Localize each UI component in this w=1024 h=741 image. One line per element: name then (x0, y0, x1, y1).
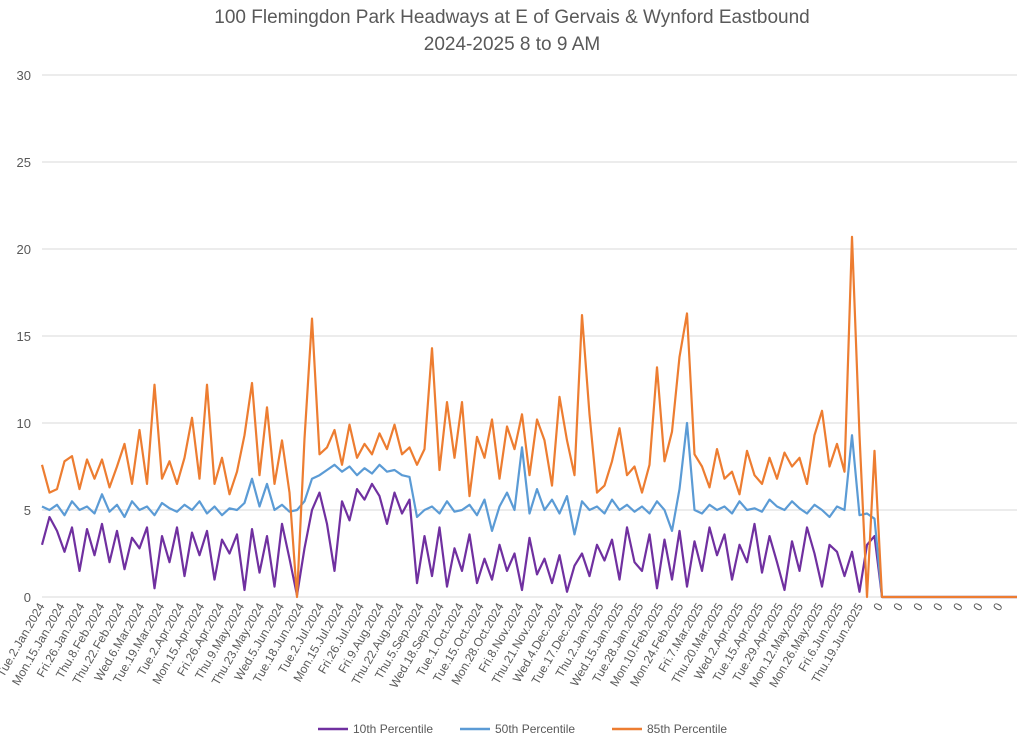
legend-label: 50th Percentile (495, 722, 575, 736)
legend-label: 10th Percentile (353, 722, 433, 736)
y-tick-label: 5 (24, 503, 31, 518)
y-tick-label: 10 (17, 416, 31, 431)
y-tick-label: 0 (24, 590, 31, 605)
x-tick-label: 0 (990, 600, 1006, 613)
x-tick-label: 0 (970, 600, 986, 613)
x-tick-label: 0 (950, 600, 966, 613)
legend-label: 85th Percentile (647, 722, 727, 736)
x-tick-label: 0 (870, 600, 886, 613)
series-line-1 (40, 482, 1017, 599)
x-tick-label: 0 (910, 600, 926, 613)
chart-title: 100 Flemingdon Park Headways at E of Ger… (214, 7, 810, 28)
series-line-3 (40, 235, 1017, 599)
y-tick-label: 15 (17, 329, 31, 344)
x-tick-label: 0 (930, 600, 946, 613)
x-tick-label: 0 (890, 600, 906, 613)
chart-subtitle: 2024-2025 8 to 9 AM (423, 34, 601, 55)
y-tick-label: 20 (17, 242, 31, 257)
y-tick-label: 30 (17, 68, 31, 83)
y-tick-label: 25 (17, 155, 31, 170)
series-line-2 (41, 421, 1017, 599)
